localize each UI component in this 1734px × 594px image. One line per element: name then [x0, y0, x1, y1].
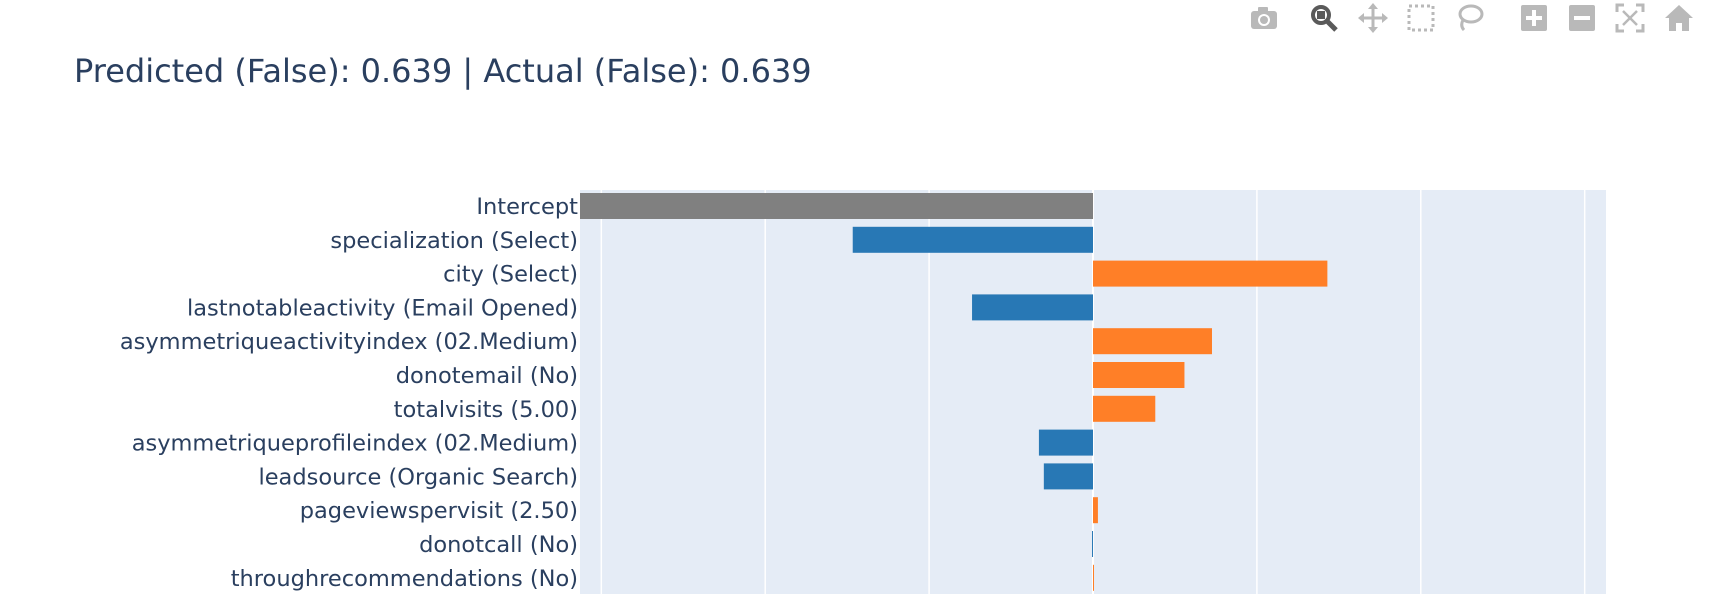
lasso-select-button[interactable] [1446, 0, 1486, 34]
y-tick-label-5: donotemail (No) [396, 363, 578, 389]
y-axis-labels: Intercept specialization (Select) city (Se… [120, 194, 578, 592]
pan-button[interactable] [1349, 0, 1389, 34]
y-tick-label-1: specialization (Select) [330, 228, 578, 254]
autoscale-icon [1615, 3, 1645, 33]
y-tick-label-2: city (Select) [443, 262, 578, 288]
bar-1[interactable] [852, 226, 1093, 253]
y-tick-label-6: totalvisits (5.00) [394, 397, 578, 423]
reset-axes-button[interactable] [1655, 0, 1695, 34]
zoom-out-icon [1569, 5, 1595, 31]
y-tick-label-8: leadsource (Organic Search) [258, 464, 578, 490]
lasso-select-icon [1458, 4, 1484, 32]
bar-0[interactable] [580, 193, 1093, 219]
bar-10[interactable] [1092, 531, 1094, 557]
zoom-out-button[interactable] [1558, 0, 1598, 34]
bar-6[interactable] [1093, 395, 1156, 422]
bar-7[interactable] [1038, 429, 1093, 456]
y-tick-label-3: lastnotableactivity (Email Opened) [187, 295, 578, 321]
box-select-icon [1407, 4, 1435, 32]
bar-8[interactable] [1043, 463, 1093, 490]
bar-11[interactable] [1093, 564, 1094, 591]
zoom-in-button[interactable] [1510, 0, 1550, 34]
bar-9[interactable] [1093, 497, 1098, 524]
camera-icon [1251, 7, 1277, 29]
y-tick-label-9: pageviewspervisit (2.50) [300, 498, 578, 524]
y-tick-label-10: donotcall (No) [419, 532, 578, 558]
bars[interactable] [580, 193, 1328, 591]
camera-button[interactable] [1240, 0, 1280, 34]
chart-title: Predicted (False): 0.639 | Actual (False… [74, 52, 812, 90]
box-select-button[interactable] [1397, 0, 1437, 34]
y-tick-label-0: Intercept [476, 194, 578, 220]
y-tick-label-11: throughrecommendations (No) [231, 566, 578, 592]
bar-5[interactable] [1093, 362, 1185, 388]
bar-2[interactable] [1093, 260, 1328, 287]
bar-3[interactable] [972, 294, 1093, 321]
modebar [1214, 0, 1734, 36]
pan-icon [1358, 3, 1388, 33]
y-tick-label-4: asymmetriqueactivityindex (02.Medium) [120, 329, 578, 355]
gridlines [600, 190, 1586, 594]
zoom-icon [1311, 5, 1338, 32]
autoscale-button[interactable] [1606, 0, 1646, 34]
zoom-button[interactable] [1300, 0, 1340, 34]
y-tick-label-7: asymmetriqueprofileindex (02.Medium) [132, 431, 578, 457]
reset-axes-icon [1665, 5, 1693, 31]
zoom-in-icon [1521, 5, 1547, 31]
bar-4[interactable] [1093, 328, 1212, 355]
